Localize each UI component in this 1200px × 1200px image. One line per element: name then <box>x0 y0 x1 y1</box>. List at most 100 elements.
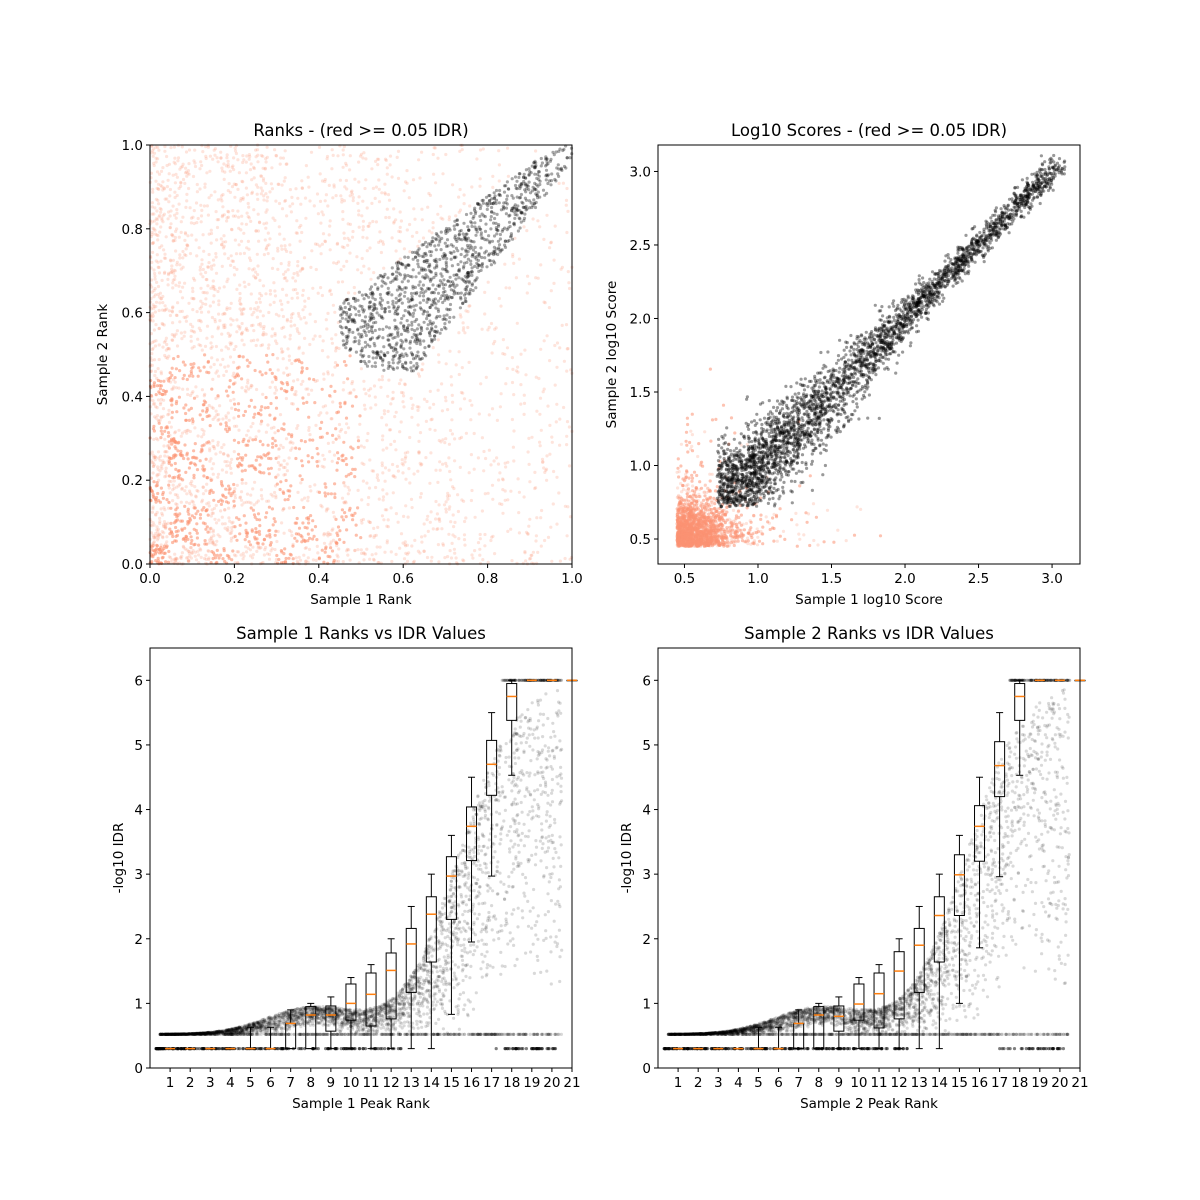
failing-point <box>278 463 282 467</box>
failing-point <box>381 242 385 246</box>
passing-point <box>379 356 383 361</box>
failing-point <box>309 150 314 154</box>
failing-point <box>201 464 205 468</box>
passing-point <box>376 276 380 280</box>
failing-point <box>307 460 311 464</box>
failing-point <box>170 366 174 370</box>
passing-point <box>367 354 371 359</box>
failing-point <box>154 217 158 221</box>
failing-point <box>550 559 554 563</box>
passing-point <box>346 320 350 324</box>
failing-point <box>342 440 346 444</box>
failing-point <box>539 347 543 351</box>
failing-point <box>280 207 285 211</box>
failing-point <box>226 529 230 533</box>
failing-point <box>151 464 155 468</box>
failing-point <box>252 338 256 342</box>
passing-point <box>470 221 474 225</box>
failing-point <box>226 256 230 260</box>
failing-point <box>182 373 186 377</box>
failing-point <box>462 533 467 537</box>
passing-point <box>412 304 416 308</box>
passing-point <box>421 294 426 298</box>
failing-point <box>409 497 414 501</box>
failing-point <box>286 489 290 493</box>
failing-point <box>444 500 448 504</box>
failing-point <box>450 541 454 546</box>
passing-point <box>440 328 444 332</box>
failing-point <box>462 397 467 401</box>
failing-point <box>186 520 190 524</box>
failing-point <box>273 416 277 420</box>
failing-point <box>222 285 226 289</box>
failing-point <box>174 249 178 253</box>
failing-point <box>232 156 236 160</box>
failing-point <box>152 163 156 168</box>
failing-point <box>252 166 256 171</box>
failing-point <box>545 334 549 338</box>
failing-point <box>358 414 362 418</box>
passing-point <box>363 319 367 323</box>
failing-point <box>193 278 197 282</box>
passing-point <box>549 179 554 183</box>
failing-point <box>279 387 283 391</box>
failing-point <box>167 354 171 358</box>
passing-point <box>388 309 392 314</box>
passing-point <box>353 336 357 340</box>
passing-point <box>403 275 407 279</box>
passing-point <box>431 303 435 307</box>
passing-point <box>536 184 540 188</box>
failing-point <box>178 290 183 294</box>
failing-point <box>180 527 184 531</box>
failing-point <box>157 326 161 330</box>
failing-point <box>168 456 172 461</box>
failing-point <box>432 172 436 176</box>
failing-point <box>279 480 283 484</box>
failing-point <box>286 347 290 351</box>
failing-point <box>367 495 371 500</box>
failing-point <box>207 261 211 265</box>
passing-point <box>436 284 440 288</box>
failing-point <box>274 153 278 158</box>
failing-point <box>213 317 217 322</box>
failing-point <box>374 185 378 189</box>
failing-point <box>374 159 378 163</box>
failing-point <box>218 404 222 408</box>
failing-point <box>503 498 507 502</box>
failing-point <box>167 347 172 351</box>
failing-point <box>249 339 253 343</box>
failing-point <box>374 403 378 407</box>
failing-point <box>403 460 407 464</box>
failing-point <box>195 190 199 194</box>
failing-point <box>184 232 188 236</box>
failing-point <box>247 439 251 443</box>
failing-point <box>567 281 571 285</box>
failing-point <box>351 447 355 451</box>
failing-point <box>163 270 167 274</box>
failing-point <box>236 464 240 468</box>
failing-point <box>401 391 405 395</box>
passing-point <box>393 353 397 357</box>
failing-point <box>396 520 400 524</box>
failing-point <box>441 438 445 442</box>
failing-point <box>212 263 216 267</box>
failing-point <box>229 317 233 321</box>
failing-point <box>359 367 363 371</box>
failing-point <box>314 558 318 563</box>
passing-point <box>377 327 382 331</box>
failing-point <box>555 341 560 345</box>
failing-point <box>467 360 471 364</box>
failing-point <box>150 358 154 362</box>
failing-point <box>220 194 224 198</box>
failing-point <box>386 409 390 413</box>
failing-point <box>497 478 501 482</box>
failing-point <box>436 388 440 392</box>
failing-point <box>167 500 171 504</box>
passing-point <box>425 245 429 249</box>
failing-point <box>311 537 315 541</box>
failing-point <box>431 221 435 225</box>
failing-point <box>253 368 257 373</box>
failing-point <box>189 535 193 539</box>
failing-point <box>330 167 334 171</box>
passing-point <box>433 337 437 341</box>
